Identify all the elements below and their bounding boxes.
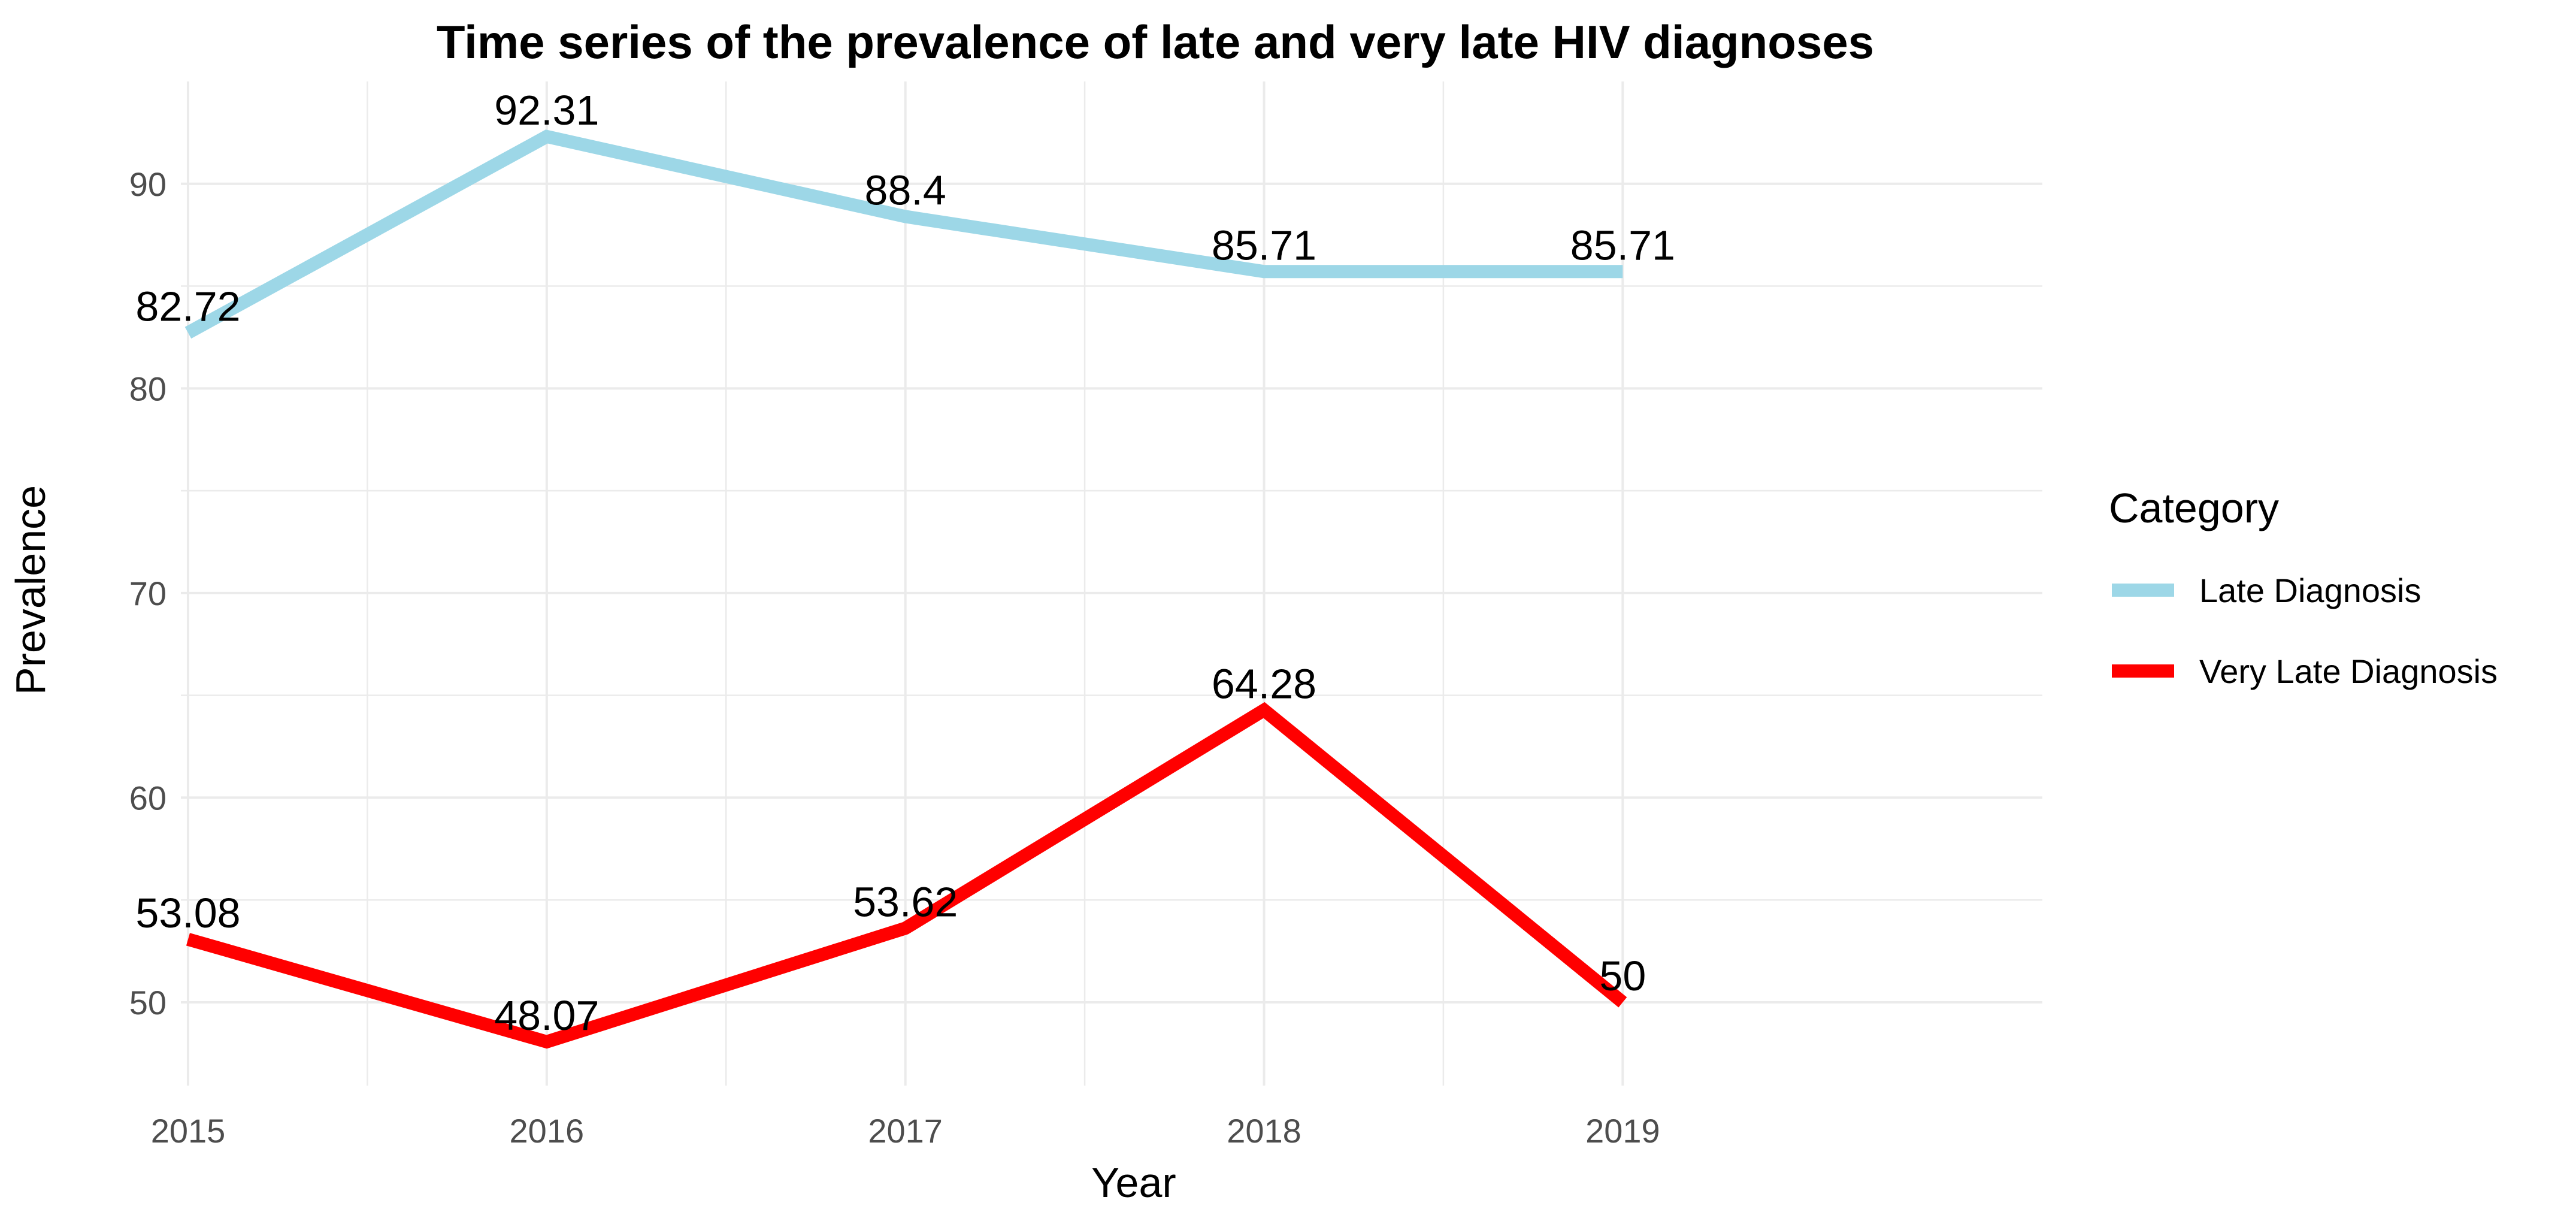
- x-tick-label: 2017: [868, 1112, 943, 1150]
- x-tick-label: 2016: [510, 1112, 585, 1150]
- data-label: 85.71: [1212, 222, 1316, 268]
- data-label: 64.28: [1212, 660, 1316, 707]
- x-axis-ticks: 2015 2016 2017 2018 2019: [151, 1112, 1660, 1150]
- data-label: 82.72: [135, 283, 240, 330]
- chart-title: Time series of the prevalence of late an…: [437, 16, 1874, 68]
- x-axis-title: Year: [1091, 1159, 1176, 1206]
- y-tick-label: 50: [129, 984, 167, 1021]
- x-tick-label: 2018: [1227, 1112, 1301, 1150]
- series-line-1: [186, 702, 1627, 1049]
- data-label: 53.08: [135, 890, 240, 936]
- series: [184, 129, 1627, 1049]
- y-tick-label: 60: [129, 779, 167, 817]
- y-axis-title: Prevalence: [7, 485, 54, 695]
- data-label: 53.62: [853, 878, 958, 925]
- x-tick-label: 2019: [1585, 1112, 1660, 1150]
- legend-label-1: Very Late Diagnosis: [2199, 652, 2498, 690]
- data-labels: 82.72 92.31 88.4 85.71 85.71 53.08 48.07 53.62 6…: [135, 87, 1675, 1039]
- y-tick-label: 80: [129, 370, 167, 407]
- data-label: 92.31: [494, 87, 599, 134]
- x-tick-label: 2015: [151, 1112, 226, 1150]
- data-label: 50: [1599, 953, 1646, 999]
- y-axis-ticks: 50 60 70 80 90: [129, 165, 167, 1021]
- data-label: 85.71: [1570, 222, 1675, 268]
- series-line-0: [184, 129, 1623, 339]
- y-tick-label: 70: [129, 575, 167, 612]
- data-label: 88.4: [865, 167, 946, 213]
- y-tick-label: 90: [129, 165, 167, 203]
- legend: Category Late Diagnosis Very Late Diagnos…: [2109, 485, 2498, 690]
- legend-label-0: Late Diagnosis: [2199, 572, 2421, 609]
- legend-title: Category: [2109, 485, 2279, 531]
- data-label: 48.07: [494, 992, 599, 1039]
- grid: [181, 81, 2042, 1086]
